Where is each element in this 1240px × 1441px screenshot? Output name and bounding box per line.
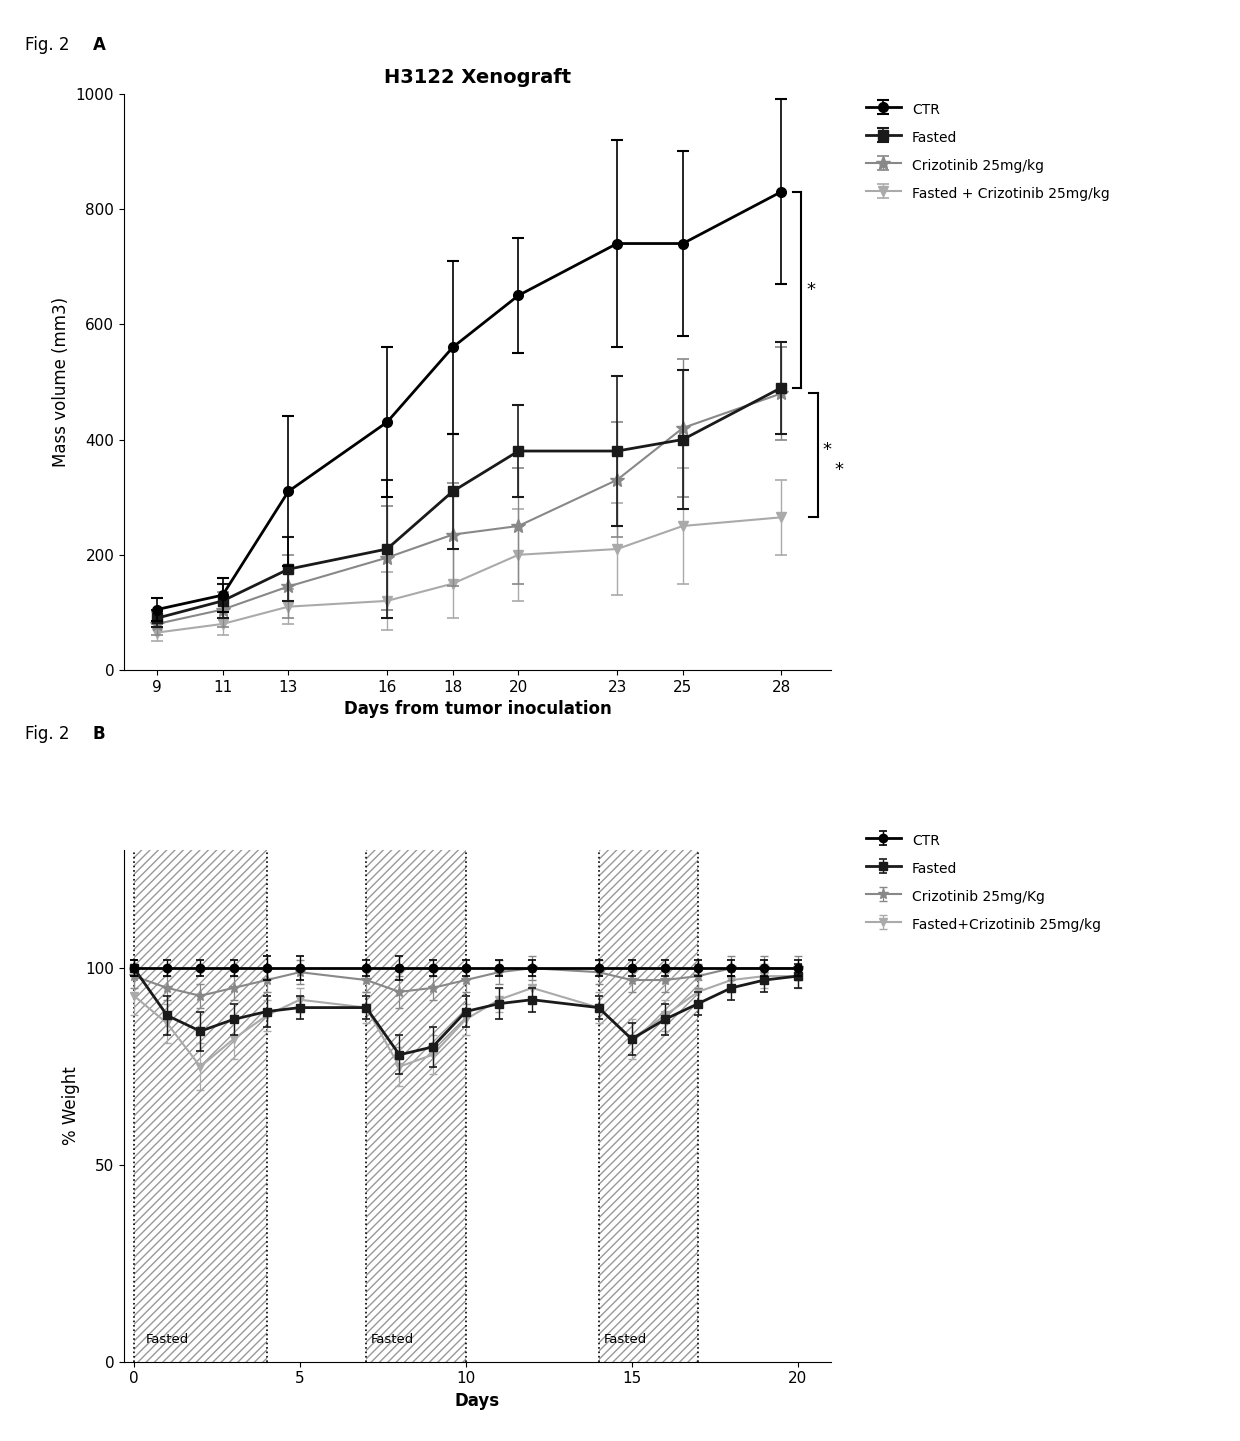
- Bar: [134, 850, 267, 1362]
- Text: *: *: [806, 281, 815, 298]
- X-axis label: Days: Days: [455, 1392, 500, 1411]
- Text: Fasted: Fasted: [145, 1333, 188, 1346]
- Y-axis label: Mass volume (mm3): Mass volume (mm3): [52, 297, 71, 467]
- Legend: CTR, Fasted, Crizotinib 25mg/kg, Fasted + Crizotinib 25mg/kg: CTR, Fasted, Crizotinib 25mg/kg, Fasted …: [866, 101, 1110, 202]
- Legend: CTR, Fasted, Crizotinib 25mg/Kg, Fasted+Crizotinib 25mg/kg: CTR, Fasted, Crizotinib 25mg/Kg, Fasted+…: [866, 831, 1101, 932]
- Text: Fasted: Fasted: [604, 1333, 647, 1346]
- X-axis label: Days from tumor inoculation: Days from tumor inoculation: [343, 700, 611, 719]
- Text: *: *: [835, 461, 843, 478]
- Text: A: A: [93, 36, 105, 53]
- Bar: [599, 850, 698, 1362]
- Y-axis label: % Weight: % Weight: [62, 1066, 79, 1146]
- Bar: [366, 850, 466, 1362]
- Text: Fig. 2: Fig. 2: [25, 725, 69, 742]
- Title: H3122 Xenograft: H3122 Xenograft: [384, 68, 570, 86]
- Text: *: *: [822, 441, 832, 458]
- Text: Fasted: Fasted: [371, 1333, 414, 1346]
- Text: Fig. 2: Fig. 2: [25, 36, 69, 53]
- Text: B: B: [93, 725, 105, 742]
